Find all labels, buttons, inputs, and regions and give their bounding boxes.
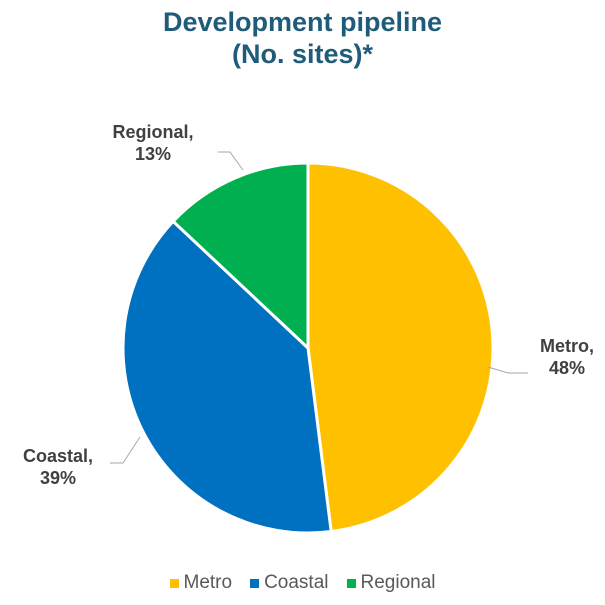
data-label-metro-value: 48% [549,358,585,378]
pie-slice-coastal [121,219,333,535]
legend-label-regional: Regional [360,572,436,593]
data-label-coastal-value: 39% [40,468,76,488]
legend-item-regional: Regional [346,572,436,594]
data-labels: Metro,48% Coastal,39% Regional,13% [23,122,594,488]
data-label-regional-value: 13% [135,144,171,164]
data-label-metro-name: Metro, [540,336,594,356]
leader-line-coastal [110,436,141,464]
legend-item-metro: Metro [169,572,233,594]
data-label-coastal-name: Coastal, [23,446,93,466]
leader-lines [110,151,528,464]
pie-slices [121,161,495,535]
legend-swatch-coastal [250,578,260,588]
legend-label-coastal: Coastal [264,572,329,593]
legend-swatch-metro [169,578,179,588]
legend-label-metro: Metro [183,572,233,593]
leader-line-regional [218,151,244,171]
legend-swatch-regional [346,578,356,588]
pie-slice-regional [171,161,310,352]
chart-title-line-2: (No. sites)* [231,39,374,69]
data-label-regional-name: Regional, [112,122,193,142]
chart-title: Development pipeline (No. sites)* [0,6,605,70]
chart-title-line-1: Development pipeline [162,7,443,37]
leader-line-metro [487,366,528,374]
legend-item-coastal: Coastal [250,572,329,594]
pie-slice-metro [306,161,495,534]
chart-legend: Metro Coastal Regional [0,572,605,594]
